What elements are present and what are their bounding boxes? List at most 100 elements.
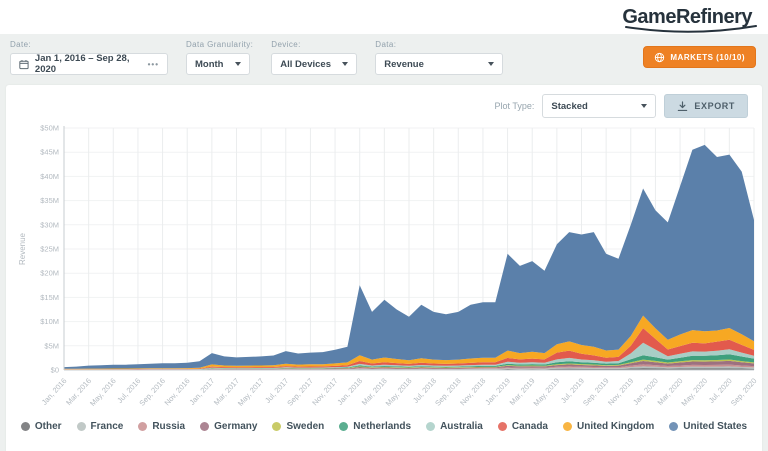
brand-logo-text: GameRefinery [622,6,752,28]
legend-swatch [497,422,507,431]
granularity-select[interactable]: Month [186,53,250,75]
date-filter-group: Date: Jan 1, 2016 – Sep 28, 2020 ••• [10,40,168,75]
legend-item-france[interactable]: France [76,421,124,432]
legend-label: Other [34,421,62,432]
data-filter-group: Data: Revenue [375,40,504,75]
legend-item-sweden[interactable]: Sweden [272,421,324,432]
x-tick-label: May, 2018 [384,376,414,408]
x-tick-label: Nov, 2019 [606,376,635,407]
legend-swatch [200,422,210,431]
y-tick-label: $20M [40,269,59,278]
logo-swoosh-icon [625,25,758,33]
chart-area: $0 $5M $10M $15M $20M $25M $30M $35M $40M $45M $50… [6,118,762,421]
device-filter-label: Device: [271,40,301,49]
x-tick-label: Nov, 2017 [310,376,339,407]
axis-lines [63,126,754,371]
date-range-value: Jan 1, 2016 – Sep 28, 2020 [34,53,130,75]
plot-type-select[interactable]: Stacked [542,94,657,118]
legend-item-netherlands[interactable]: Netherlands [339,421,411,432]
calendar-icon [19,59,29,69]
y-tick-label: $35M [40,196,59,205]
download-icon [678,100,688,111]
y-tick-label: $10M [40,317,59,326]
device-filter-group: Device: All Devices [271,40,358,75]
legend-swatch [669,422,679,431]
plot-type-label: Plot Type: [494,101,535,111]
y-tick-label: $0 [51,366,59,375]
chevron-down-icon [641,104,648,108]
legend-label: Russia [152,421,186,432]
data-value: Revenue [384,58,424,70]
granularity-filter-label: Data Granularity: [186,40,254,49]
legend-swatch [563,422,572,431]
x-tick-label: May, 2017 [236,376,266,408]
legend-label: Australia [440,421,483,432]
legend-label: Germany [214,421,258,432]
granularity-value: Month [195,58,224,70]
legend-item-australia[interactable]: Australia [426,421,483,432]
legend-swatch [138,422,148,431]
chart-panel: Plot Type: Stacked EXPORT $0 $5M $10M $15M $… [6,85,762,451]
y-tick-label: $40M [40,172,59,181]
markets-button[interactable]: MARKETS (10/10) [643,46,756,68]
data-select[interactable]: Revenue [375,53,504,75]
y-tick-label: $50M [40,124,59,133]
legend-item-united-kingdom[interactable]: United Kingdom [563,421,654,432]
legend-swatch [76,422,86,431]
legend-label: Sweden [286,421,325,432]
device-select[interactable]: All Devices [271,53,358,75]
export-button-label: EXPORT [694,101,735,111]
legend-swatch [426,422,436,431]
brand-logo: GameRefinery [622,6,758,33]
legend-swatch [272,422,282,431]
x-tick-label: Sep, 2020 [729,376,759,407]
legend-item-other[interactable]: Other [20,421,62,432]
legend-swatch [339,422,349,431]
export-button[interactable]: EXPORT [664,94,748,118]
y-tick-label: $15M [40,293,59,302]
legend-item-united-states[interactable]: United States [669,421,747,432]
area-united-states [64,144,754,369]
date-options-button[interactable]: ••• [147,59,159,69]
x-tick-label: May, 2016 [88,376,118,408]
plot-type-value: Stacked [551,100,588,112]
x-tick-label: Sep, 2019 [581,376,611,407]
area-sweden [64,359,754,370]
data-filter-label: Data: [375,40,397,49]
legend-item-russia[interactable]: Russia [138,421,185,432]
date-filter-label: Date: [10,40,32,49]
legend-label: Netherlands [353,421,412,432]
globe-icon [655,52,665,62]
x-tick-label: Sep, 2017 [285,376,315,407]
plot-toolbar: Plot Type: Stacked EXPORT [6,85,762,118]
area-canada [64,328,754,370]
date-range-picker[interactable]: Jan 1, 2016 – Sep 28, 2020 ••• [10,53,168,75]
area-germany [64,360,754,370]
y-tick-label: $30M [40,220,59,229]
legend-label: France [90,421,124,432]
y-tick-label: $5M [44,341,59,350]
markets-button-label: MARKETS (10/10) [670,52,745,62]
area-russia [64,364,754,370]
x-tick-label: Nov, 2018 [458,376,487,407]
legend-item-germany[interactable]: Germany [200,421,257,432]
y-tick-label: $45M [40,148,59,157]
legend-swatch [20,422,30,431]
granularity-filter-group: Data Granularity: Month [186,40,253,75]
x-tick-label: May, 2020 [679,376,709,408]
area-france [64,366,754,370]
y-axis-title: Revenue [18,232,27,265]
revenue-stacked-area-chart: $0 $5M $10M $15M $20M $25M $30M $35M $40M $45M $50… [18,124,759,408]
x-tick-label: Sep, 2018 [433,376,463,407]
chevron-down-icon [235,62,241,66]
legend-label: United States [683,421,748,432]
chevron-down-icon [488,62,495,66]
filter-bar: Date: Jan 1, 2016 – Sep 28, 2020 ••• Dat… [0,34,768,83]
device-value: All Devices [280,58,331,70]
x-tick-label: Sep, 2016 [137,376,167,407]
y-axis-labels: $0 $5M $10M $15M $20M $25M $30M $35M $40M $45M $50… [40,124,59,375]
y-tick-label: $25M [40,245,59,254]
legend-item-canada[interactable]: Canada [497,421,548,432]
